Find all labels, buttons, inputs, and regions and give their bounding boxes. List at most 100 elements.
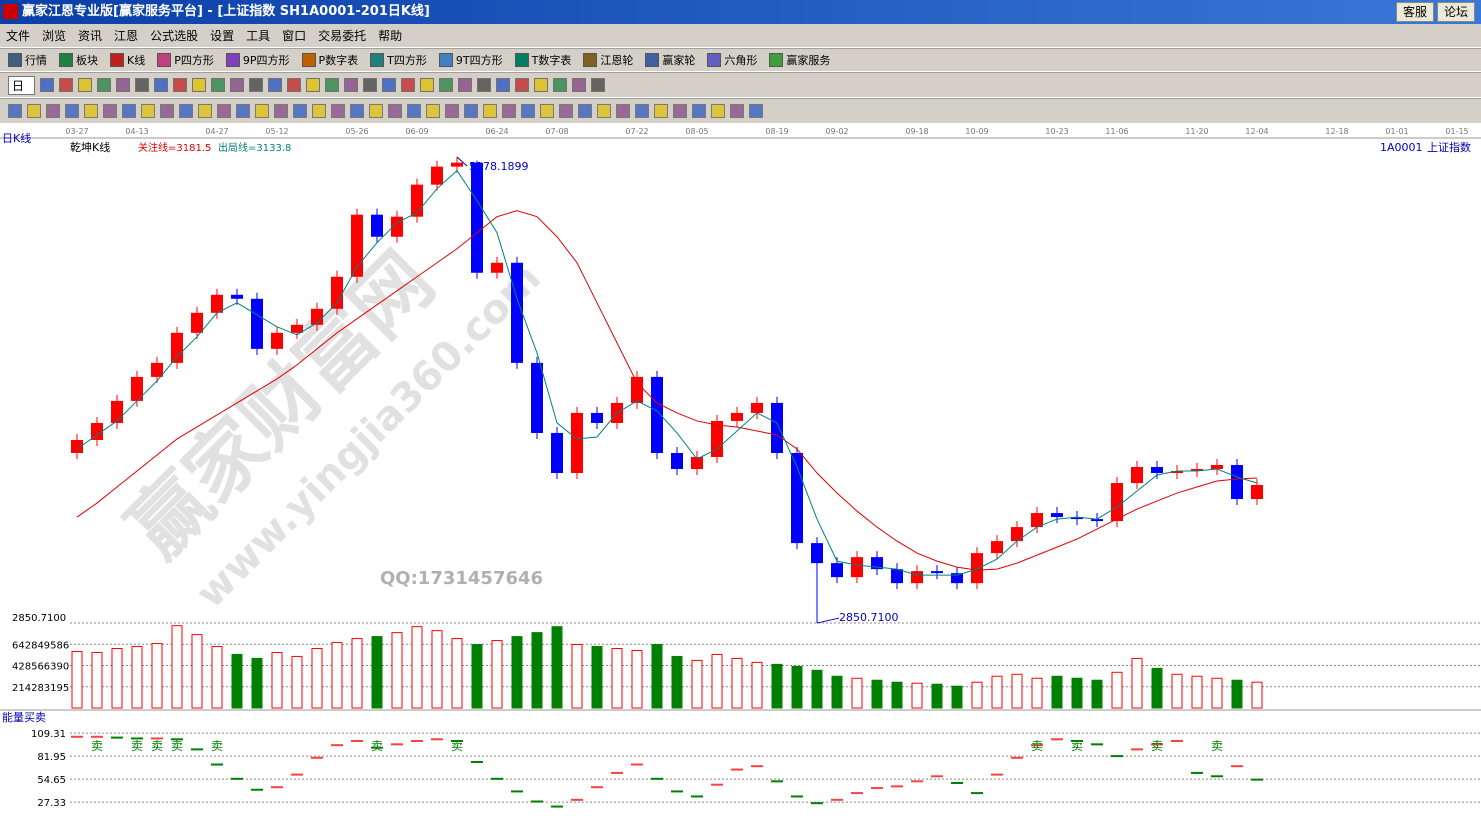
menu-item[interactable]: 资讯	[78, 29, 103, 43]
tool-icon[interactable]	[578, 104, 592, 118]
tool-icon[interactable]	[426, 104, 440, 118]
toolbar-button[interactable]: P四方形	[157, 52, 214, 68]
tool-icon[interactable]	[363, 78, 378, 92]
tool-icon[interactable]	[464, 104, 478, 118]
tool-icon[interactable]	[103, 104, 117, 118]
toolbar-button[interactable]: 赢家服务	[769, 52, 830, 68]
toolbar-button[interactable]: T四方形	[370, 52, 427, 68]
tool-icon[interactable]	[692, 104, 706, 118]
tool-icon[interactable]	[483, 104, 497, 118]
menu-item[interactable]: 设置	[210, 29, 235, 43]
tool-icon[interactable]	[616, 104, 630, 118]
tool-icon[interactable]	[673, 104, 687, 118]
toolbar-button[interactable]: P数字表	[301, 52, 358, 68]
menu-item[interactable]: 窗口	[282, 29, 307, 43]
tool-icon[interactable]	[420, 78, 435, 92]
menu-item[interactable]: 江恩	[114, 29, 139, 43]
tool-icon[interactable]	[591, 78, 606, 92]
tool-icon[interactable]	[331, 104, 345, 118]
tool-icon[interactable]	[65, 104, 79, 118]
tool-icon[interactable]	[635, 104, 649, 118]
title-button[interactable]: 客服	[1395, 2, 1434, 22]
tool-icon[interactable]	[312, 104, 326, 118]
tool-icon[interactable]	[502, 104, 516, 118]
menu-item[interactable]: 交易委托	[318, 29, 367, 43]
tool-icon[interactable]	[458, 78, 473, 92]
volume-bar	[91, 651, 103, 709]
tool-icon[interactable]	[179, 104, 193, 118]
tool-icon[interactable]	[268, 78, 283, 92]
tool-icon[interactable]	[439, 78, 454, 92]
tool-icon[interactable]	[369, 104, 383, 118]
volume-bar	[1031, 677, 1043, 709]
tool-icon[interactable]	[230, 78, 245, 92]
tool-icon[interactable]	[27, 104, 41, 118]
tool-icon[interactable]	[325, 78, 340, 92]
tool-icon[interactable]	[154, 78, 169, 92]
toolbar-button[interactable]: 行情	[8, 52, 47, 68]
tool-icon[interactable]	[141, 104, 155, 118]
tool-icon[interactable]	[59, 78, 74, 92]
tool-icon[interactable]	[217, 104, 231, 118]
toolbar-button[interactable]: 六角形	[707, 52, 757, 68]
tool-icon[interactable]	[654, 104, 668, 118]
menu-item[interactable]: 帮助	[378, 29, 403, 43]
tool-icon[interactable]	[255, 104, 269, 118]
tool-icon[interactable]	[236, 104, 250, 118]
tool-icon[interactable]	[407, 104, 421, 118]
toolbar-button[interactable]: 江恩轮	[583, 52, 633, 68]
tool-icon[interactable]	[350, 104, 364, 118]
tool-icon[interactable]	[306, 78, 321, 92]
menu-item[interactable]: 浏览	[42, 29, 67, 43]
tool-icon[interactable]	[122, 104, 136, 118]
tool-icon[interactable]	[40, 78, 55, 92]
tool-icon[interactable]	[534, 78, 549, 92]
tool-icon[interactable]	[496, 78, 511, 92]
tool-icon[interactable]	[198, 104, 212, 118]
tool-icon[interactable]	[515, 78, 530, 92]
tool-icon[interactable]	[8, 104, 22, 118]
tool-icon[interactable]	[78, 78, 93, 92]
tool-icon[interactable]	[445, 104, 459, 118]
tool-icon[interactable]	[553, 78, 568, 92]
toolbar-button[interactable]: K线	[110, 52, 145, 68]
toolbar-button[interactable]: 9T四方形	[438, 52, 503, 68]
tool-icon[interactable]	[382, 78, 397, 92]
tool-icon[interactable]	[401, 78, 416, 92]
menu-item[interactable]: 文件	[6, 29, 31, 43]
tool-icon[interactable]	[597, 104, 611, 118]
tool-icon[interactable]	[135, 78, 150, 92]
tool-icon[interactable]	[293, 104, 307, 118]
tool-icon[interactable]	[84, 104, 98, 118]
toolbar-button[interactable]: 9P四方形	[225, 52, 290, 68]
tool-icon[interactable]	[46, 104, 60, 118]
toolbar-button[interactable]: 板块	[59, 52, 98, 68]
tool-icon[interactable]	[521, 104, 535, 118]
tool-icon[interactable]	[572, 78, 587, 92]
tool-icon[interactable]	[730, 104, 744, 118]
period-dropdown[interactable]: 日	[8, 75, 36, 95]
tool-icon[interactable]	[116, 78, 131, 92]
title-button[interactable]: 论坛	[1436, 2, 1475, 22]
tool-icon[interactable]	[344, 78, 359, 92]
tool-icon[interactable]	[274, 104, 288, 118]
tool-icon[interactable]	[287, 78, 302, 92]
tool-icon[interactable]	[388, 104, 402, 118]
menu-item[interactable]: 工具	[246, 29, 271, 43]
tool-icon[interactable]	[211, 78, 226, 92]
tool-icon[interactable]	[711, 104, 725, 118]
tool-icon[interactable]	[477, 78, 492, 92]
indicator-mark	[331, 744, 343, 747]
menu-item[interactable]: 公式选股	[150, 29, 199, 43]
tool-icon[interactable]	[749, 104, 763, 118]
toolbar-button[interactable]: 赢家轮	[645, 52, 695, 68]
tool-icon[interactable]	[160, 104, 174, 118]
tool-icon[interactable]	[249, 78, 264, 92]
indicator-mark	[291, 773, 303, 776]
toolbar-button[interactable]: T数字表	[514, 52, 571, 68]
tool-icon[interactable]	[559, 104, 573, 118]
tool-icon[interactable]	[173, 78, 188, 92]
tool-icon[interactable]	[192, 78, 207, 92]
tool-icon[interactable]	[540, 104, 554, 118]
tool-icon[interactable]	[97, 78, 112, 92]
